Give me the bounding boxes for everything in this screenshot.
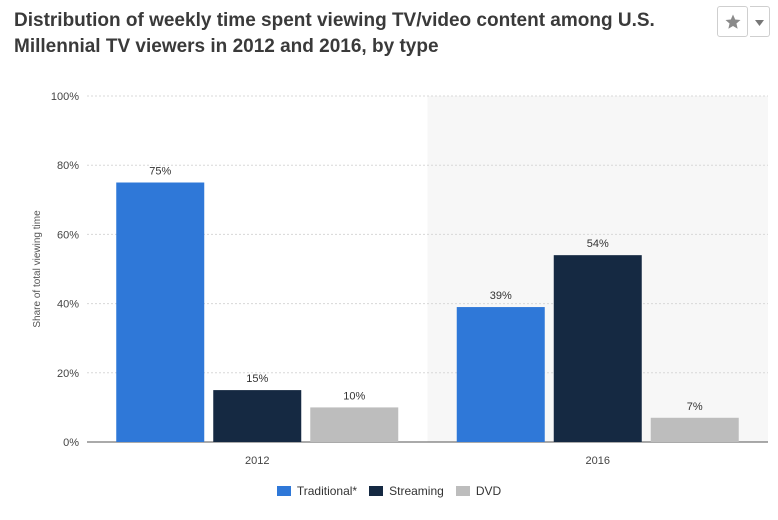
x-tick-label: 2012: [245, 455, 269, 467]
y-tick-label: 80%: [57, 160, 79, 172]
y-tick-label: 60%: [57, 229, 79, 241]
data-label: 7%: [687, 401, 703, 413]
legend-item[interactable]: Streaming: [369, 484, 444, 498]
legend-swatch: [455, 486, 470, 496]
bar-dvd-2016: [650, 417, 739, 442]
chart-options-button[interactable]: [750, 6, 770, 37]
bookmark-button[interactable]: [717, 6, 748, 37]
chart-legend: Traditional* Streaming DVD: [0, 484, 778, 498]
y-tick-label: 20%: [57, 368, 79, 380]
data-label: 39%: [490, 290, 512, 302]
y-tick-label: 0%: [63, 437, 79, 449]
bar-streaming-2016: [553, 255, 642, 442]
data-label: 15%: [246, 373, 268, 385]
x-tick-label: 2016: [586, 455, 610, 467]
legend-item[interactable]: DVD: [455, 484, 502, 498]
y-axis-title: Share of total viewing time: [32, 210, 43, 328]
star-icon: [725, 14, 741, 29]
legend-swatch: [369, 486, 384, 496]
chevron-down-icon: [755, 20, 764, 26]
legend-label: Traditional*: [296, 484, 358, 498]
legend-swatch: [276, 486, 291, 496]
y-tick-label: 40%: [57, 299, 79, 311]
bar-dvd-2012: [310, 407, 399, 442]
data-label: 54%: [587, 238, 609, 250]
bar-traditional-2016: [456, 307, 545, 442]
legend-label: DVD: [475, 484, 502, 498]
legend-item[interactable]: Traditional*: [276, 484, 358, 498]
bar-streaming-2012: [213, 390, 302, 442]
data-label: 10%: [343, 390, 365, 402]
chart-title: Distribution of weekly time spent viewin…: [14, 10, 655, 57]
y-tick-label: 100%: [51, 91, 79, 103]
data-label: 75%: [149, 166, 171, 178]
legend-label: Streaming: [389, 484, 444, 498]
bar-traditional-2012: [116, 182, 205, 442]
